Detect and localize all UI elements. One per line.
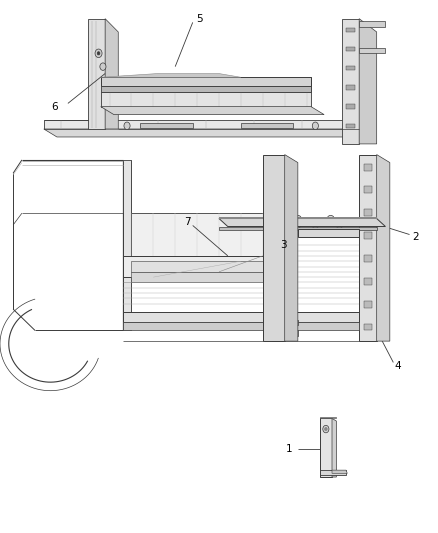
Text: 6: 6 xyxy=(51,102,58,111)
Circle shape xyxy=(100,63,106,70)
Polygon shape xyxy=(342,19,359,144)
Circle shape xyxy=(338,229,341,232)
Circle shape xyxy=(124,122,130,130)
Polygon shape xyxy=(359,19,377,144)
Polygon shape xyxy=(101,86,311,92)
Polygon shape xyxy=(101,107,324,115)
Polygon shape xyxy=(364,164,372,171)
Circle shape xyxy=(95,49,102,58)
Circle shape xyxy=(312,227,319,235)
Polygon shape xyxy=(320,470,346,475)
Polygon shape xyxy=(219,217,377,219)
Polygon shape xyxy=(101,77,311,86)
Polygon shape xyxy=(44,129,372,137)
Polygon shape xyxy=(131,261,263,272)
Circle shape xyxy=(336,227,343,235)
Polygon shape xyxy=(364,255,372,262)
Polygon shape xyxy=(123,213,272,256)
Polygon shape xyxy=(123,160,131,330)
Polygon shape xyxy=(101,92,311,107)
Polygon shape xyxy=(219,227,377,230)
Circle shape xyxy=(327,215,335,225)
Polygon shape xyxy=(332,470,347,473)
Text: 7: 7 xyxy=(184,217,191,227)
Polygon shape xyxy=(320,417,336,418)
Polygon shape xyxy=(123,322,359,330)
Polygon shape xyxy=(320,418,332,477)
Polygon shape xyxy=(123,256,272,277)
Circle shape xyxy=(329,218,332,222)
Polygon shape xyxy=(346,85,355,90)
Polygon shape xyxy=(346,66,355,70)
Polygon shape xyxy=(101,74,241,77)
Polygon shape xyxy=(364,187,372,193)
Polygon shape xyxy=(377,155,390,341)
Polygon shape xyxy=(346,28,355,32)
Polygon shape xyxy=(332,418,336,477)
Circle shape xyxy=(97,52,100,55)
Polygon shape xyxy=(123,312,359,322)
Circle shape xyxy=(323,425,329,433)
Polygon shape xyxy=(359,21,385,27)
Polygon shape xyxy=(346,104,355,109)
Text: 1: 1 xyxy=(286,444,293,454)
Polygon shape xyxy=(364,324,372,330)
Polygon shape xyxy=(346,47,355,51)
Polygon shape xyxy=(359,48,385,53)
Circle shape xyxy=(314,229,317,232)
Polygon shape xyxy=(359,155,377,341)
Text: 3: 3 xyxy=(280,240,287,250)
Polygon shape xyxy=(241,123,293,128)
Polygon shape xyxy=(131,272,263,282)
Polygon shape xyxy=(44,120,359,129)
Polygon shape xyxy=(285,155,298,341)
Polygon shape xyxy=(364,209,372,216)
Polygon shape xyxy=(263,155,285,341)
Polygon shape xyxy=(105,19,118,129)
Polygon shape xyxy=(298,229,359,237)
Circle shape xyxy=(312,122,318,130)
Polygon shape xyxy=(88,19,105,129)
Text: 2: 2 xyxy=(412,232,419,241)
Polygon shape xyxy=(140,123,193,128)
Polygon shape xyxy=(364,278,372,285)
Polygon shape xyxy=(219,219,385,227)
Text: 5: 5 xyxy=(196,14,203,23)
Polygon shape xyxy=(263,330,298,336)
Text: 4: 4 xyxy=(394,361,401,371)
Polygon shape xyxy=(364,232,372,239)
Circle shape xyxy=(296,218,300,222)
Circle shape xyxy=(294,215,302,225)
Circle shape xyxy=(325,427,327,431)
Polygon shape xyxy=(364,301,372,308)
Polygon shape xyxy=(263,320,298,325)
Polygon shape xyxy=(346,124,355,128)
